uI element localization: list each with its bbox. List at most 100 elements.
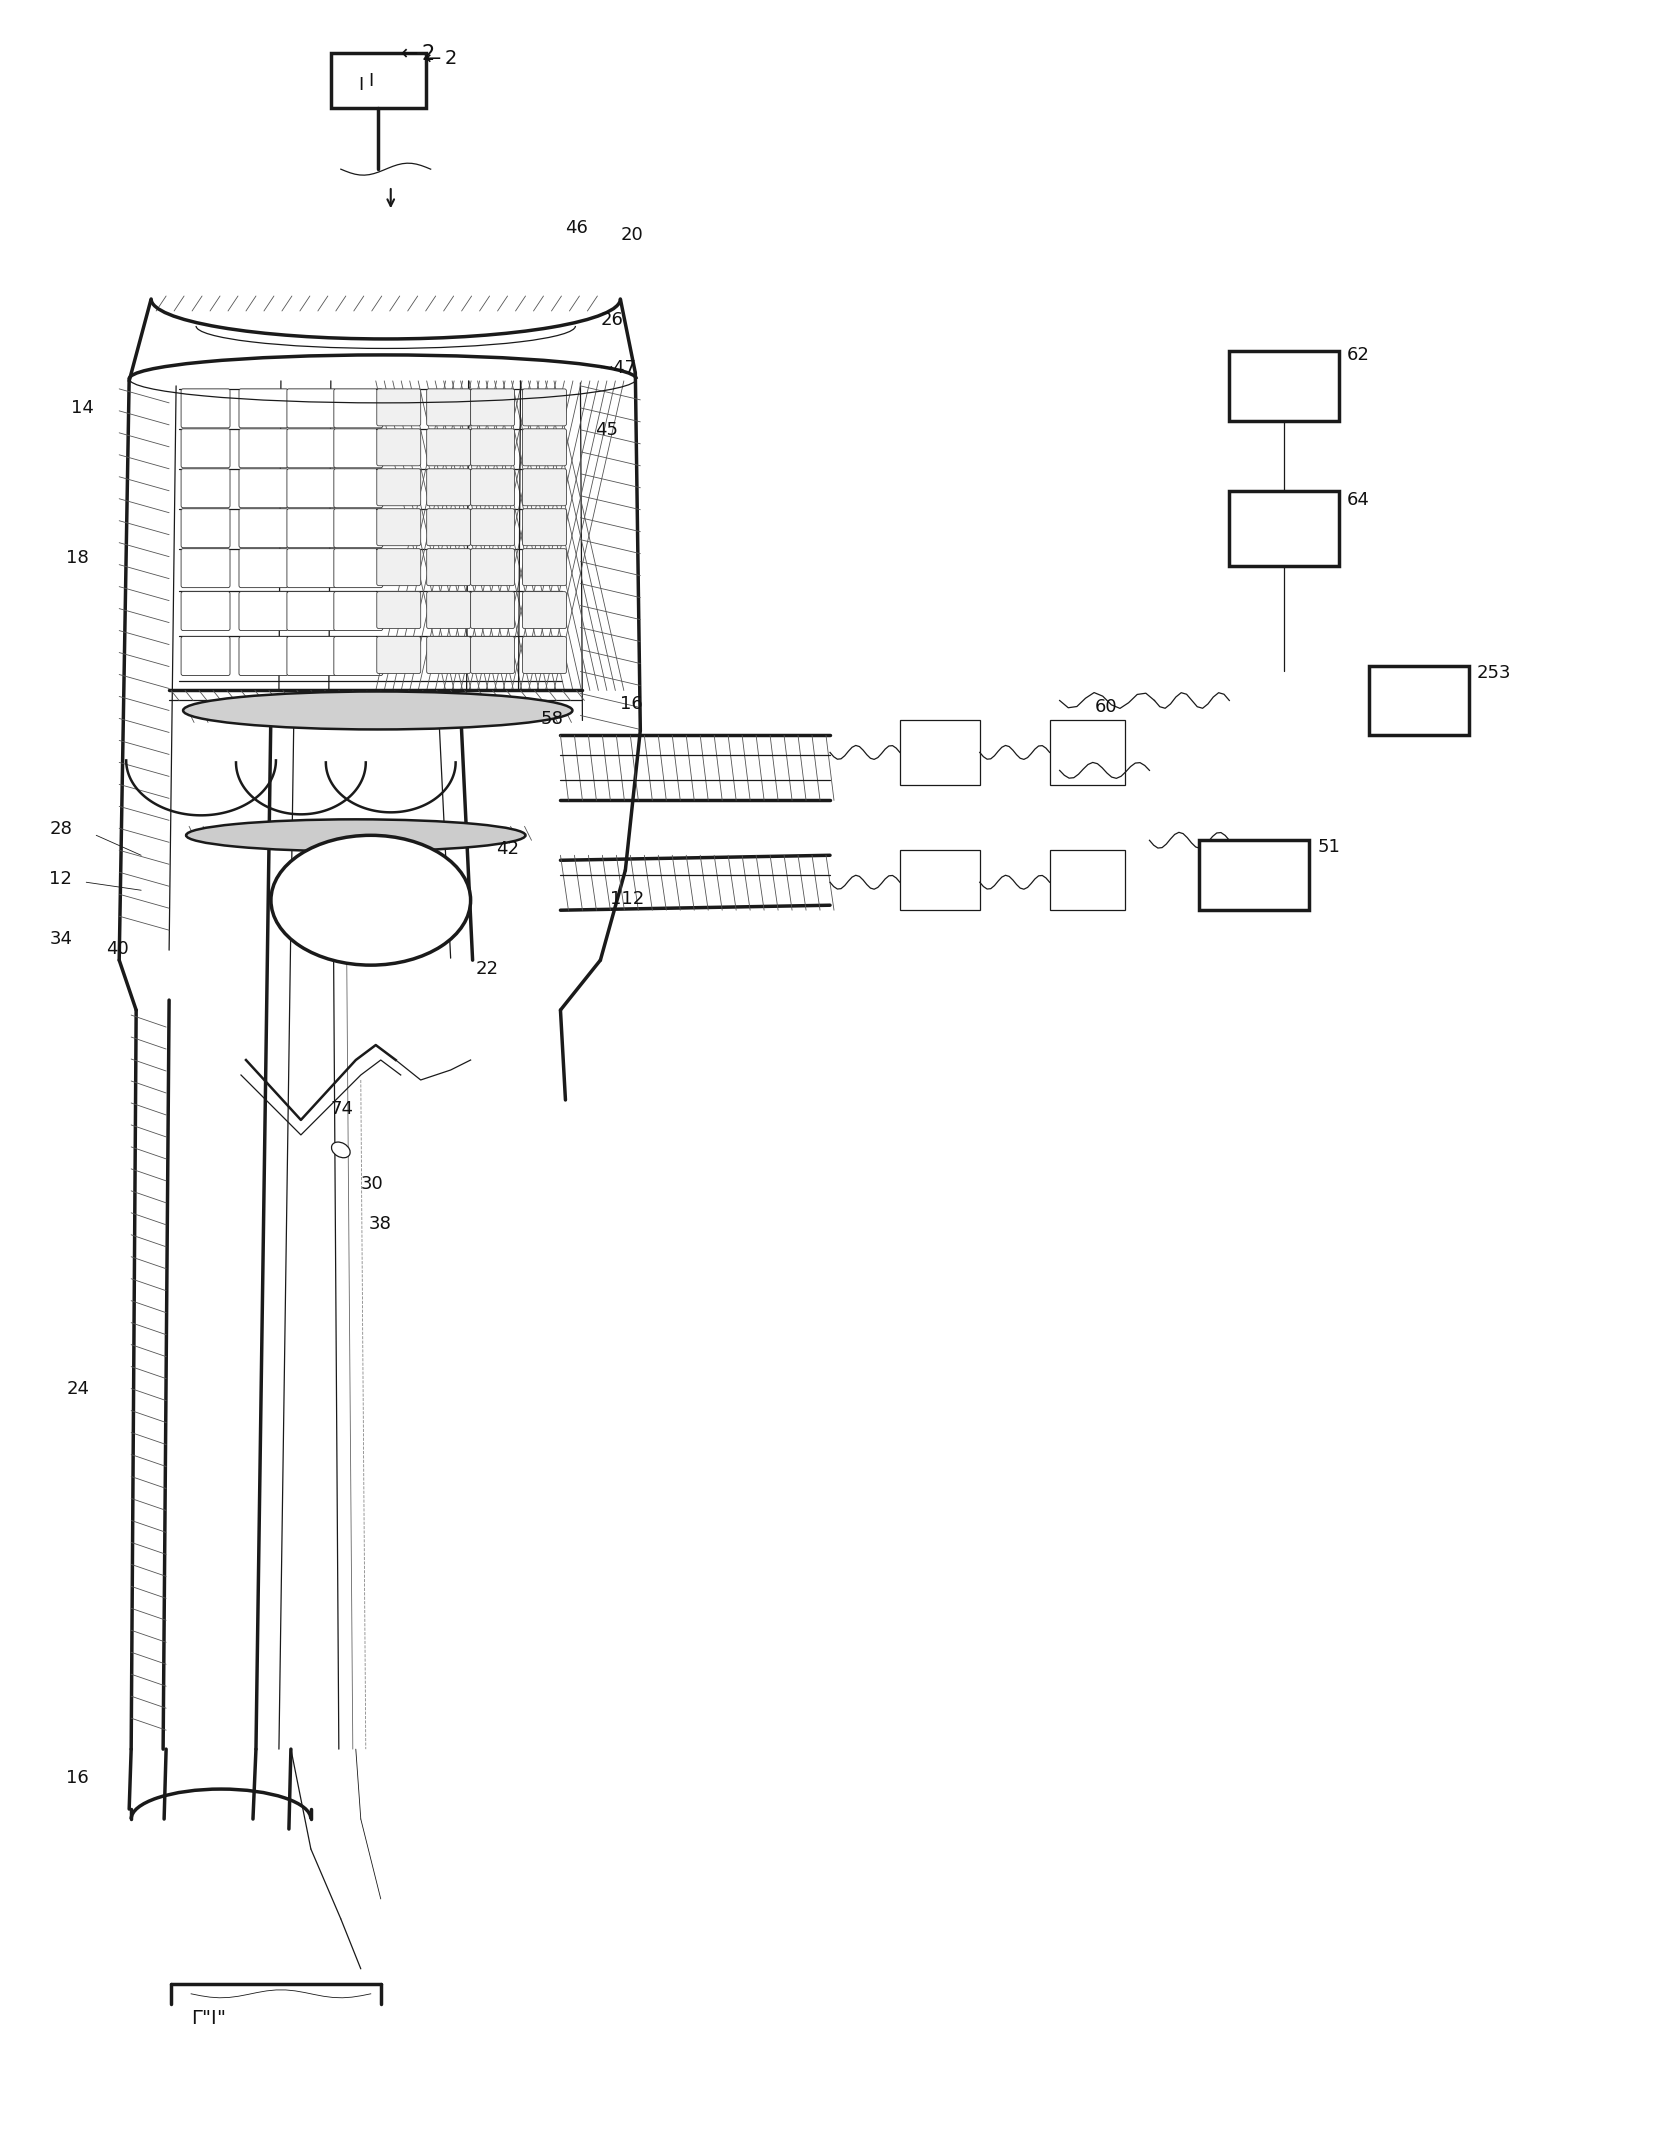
Text: 30: 30: [361, 1175, 384, 1193]
FancyBboxPatch shape: [471, 388, 514, 427]
Text: 24: 24: [67, 1379, 88, 1399]
FancyBboxPatch shape: [287, 549, 335, 588]
FancyBboxPatch shape: [427, 429, 471, 465]
FancyBboxPatch shape: [334, 429, 382, 468]
FancyBboxPatch shape: [239, 637, 289, 676]
FancyBboxPatch shape: [287, 508, 335, 547]
Text: 58: 58: [541, 710, 564, 729]
FancyBboxPatch shape: [334, 592, 382, 631]
Bar: [330, 54, 426, 107]
FancyBboxPatch shape: [182, 388, 230, 427]
FancyBboxPatch shape: [471, 508, 514, 545]
FancyBboxPatch shape: [377, 592, 421, 628]
Text: 22: 22: [476, 961, 499, 978]
Text: $\leftarrow$2: $\leftarrow$2: [396, 45, 434, 64]
FancyBboxPatch shape: [239, 388, 289, 427]
Text: 12: 12: [50, 871, 72, 888]
FancyBboxPatch shape: [287, 429, 335, 468]
FancyBboxPatch shape: [334, 508, 382, 547]
Text: I: I: [359, 77, 364, 94]
FancyBboxPatch shape: [471, 637, 514, 674]
FancyBboxPatch shape: [471, 429, 514, 465]
Text: 16: 16: [621, 695, 643, 714]
FancyBboxPatch shape: [427, 592, 471, 628]
Bar: [1050, 849, 1125, 909]
Text: 38: 38: [369, 1214, 392, 1233]
Text: I: I: [369, 73, 374, 90]
FancyBboxPatch shape: [471, 470, 514, 506]
FancyBboxPatch shape: [471, 592, 514, 628]
FancyBboxPatch shape: [182, 592, 230, 631]
Bar: [900, 721, 980, 785]
FancyBboxPatch shape: [334, 637, 382, 676]
FancyBboxPatch shape: [522, 592, 566, 628]
Ellipse shape: [270, 834, 471, 965]
FancyBboxPatch shape: [522, 388, 566, 427]
FancyBboxPatch shape: [334, 549, 382, 588]
Text: 20: 20: [621, 225, 643, 245]
FancyBboxPatch shape: [182, 508, 230, 547]
Text: 42: 42: [496, 841, 519, 858]
FancyBboxPatch shape: [522, 508, 566, 545]
FancyBboxPatch shape: [427, 549, 471, 586]
FancyBboxPatch shape: [522, 549, 566, 586]
Ellipse shape: [184, 691, 572, 729]
Bar: [1369, 665, 1469, 736]
Text: $\Gamma$"I": $\Gamma$"I": [190, 2008, 225, 2027]
FancyBboxPatch shape: [522, 429, 566, 465]
FancyBboxPatch shape: [427, 508, 471, 545]
Ellipse shape: [185, 819, 526, 852]
FancyBboxPatch shape: [239, 429, 289, 468]
Text: 64: 64: [1347, 491, 1370, 508]
FancyBboxPatch shape: [287, 637, 335, 676]
Ellipse shape: [332, 1141, 350, 1158]
Text: 51: 51: [1317, 839, 1340, 856]
Text: 34: 34: [50, 931, 72, 948]
FancyBboxPatch shape: [522, 637, 566, 674]
FancyBboxPatch shape: [427, 388, 471, 427]
Text: 62: 62: [1347, 345, 1370, 365]
Bar: [1200, 841, 1308, 909]
Text: $\leftarrow$2: $\leftarrow$2: [421, 49, 457, 69]
FancyBboxPatch shape: [471, 549, 514, 586]
Bar: [1230, 352, 1339, 420]
FancyBboxPatch shape: [182, 429, 230, 468]
FancyBboxPatch shape: [239, 508, 289, 547]
FancyBboxPatch shape: [287, 388, 335, 427]
Text: 46: 46: [566, 219, 589, 238]
Text: 112: 112: [611, 890, 644, 907]
FancyBboxPatch shape: [239, 592, 289, 631]
Text: 253: 253: [1477, 663, 1512, 682]
FancyBboxPatch shape: [239, 470, 289, 508]
FancyBboxPatch shape: [377, 470, 421, 506]
FancyBboxPatch shape: [334, 470, 382, 508]
Text: 60: 60: [1095, 699, 1117, 716]
Text: 45: 45: [596, 420, 619, 440]
FancyBboxPatch shape: [427, 470, 471, 506]
FancyBboxPatch shape: [377, 388, 421, 427]
FancyBboxPatch shape: [287, 592, 335, 631]
FancyBboxPatch shape: [377, 637, 421, 674]
Text: ~47: ~47: [599, 358, 636, 378]
Text: 14: 14: [72, 399, 93, 416]
Text: 60: 60: [340, 877, 364, 897]
FancyBboxPatch shape: [334, 388, 382, 427]
Bar: [900, 849, 980, 909]
FancyBboxPatch shape: [182, 549, 230, 588]
FancyBboxPatch shape: [522, 470, 566, 506]
FancyBboxPatch shape: [377, 508, 421, 545]
Text: 28: 28: [50, 819, 72, 839]
Bar: [1230, 491, 1339, 566]
FancyBboxPatch shape: [377, 429, 421, 465]
FancyBboxPatch shape: [182, 470, 230, 508]
FancyBboxPatch shape: [427, 637, 471, 674]
Text: 16: 16: [67, 1770, 88, 1787]
Text: 74: 74: [330, 1100, 354, 1118]
FancyBboxPatch shape: [182, 637, 230, 676]
FancyBboxPatch shape: [239, 549, 289, 588]
FancyBboxPatch shape: [287, 470, 335, 508]
Bar: [1050, 721, 1125, 785]
Text: 40: 40: [107, 940, 129, 959]
FancyBboxPatch shape: [377, 549, 421, 586]
Text: 18: 18: [67, 549, 88, 566]
